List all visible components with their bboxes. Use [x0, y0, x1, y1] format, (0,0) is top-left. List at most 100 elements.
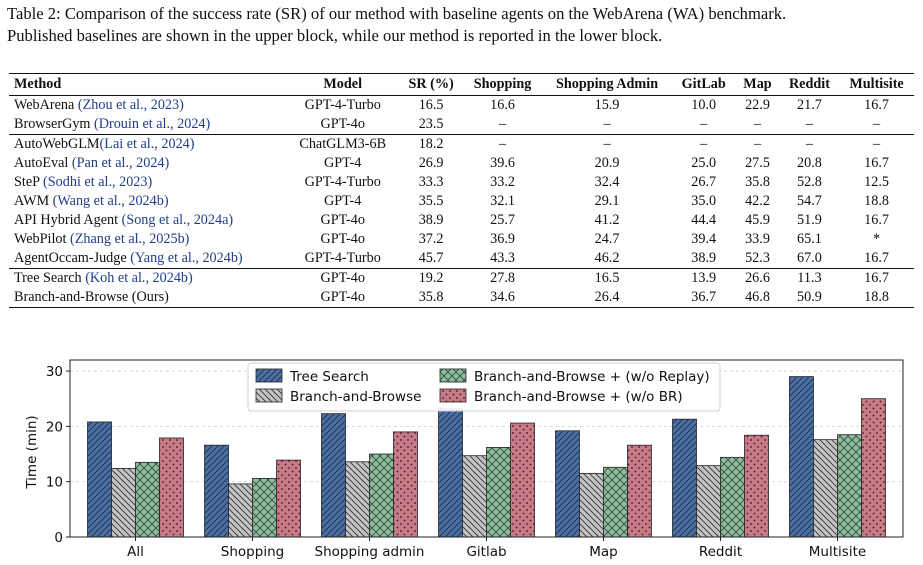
citation-link[interactable]: (Sodhi et al., 2023): [43, 174, 153, 190]
value-cell: 36.9: [490, 231, 515, 247]
citation-link[interactable]: (Zhou et al., 2023): [77, 97, 184, 113]
value-cell: 16.7: [864, 97, 889, 113]
method-name: BrowserGym: [14, 116, 94, 132]
table-row: WebArena (Zhou et al., 2023) GPT-4-Turbo 1…: [9, 96, 914, 116]
value-cell: 23.5: [418, 116, 444, 132]
bar-hatch: [720, 457, 745, 537]
value-cell: 18.2: [398, 134, 464, 154]
value-cell: 45.7: [418, 250, 444, 266]
value-cell: 32.4: [594, 174, 620, 190]
model-cell: GPT-4-Turbo: [304, 97, 381, 113]
legend-label: Branch-and-Browse + (w/o Replay): [474, 369, 710, 385]
value-cell: 26.4: [541, 288, 673, 308]
value-cell: 33.9: [745, 231, 770, 247]
value-cell: 65.1: [797, 231, 822, 247]
x-tick-label: Gitlab: [466, 544, 506, 560]
value-cell: 33.2: [490, 174, 515, 190]
citation-link[interactable]: (Lai et al., 2024): [99, 136, 195, 152]
bar-hatch: [204, 445, 229, 537]
value-cell: 20.9: [594, 155, 620, 171]
value-cell: –: [735, 134, 780, 154]
value-cell: 35.8: [398, 288, 464, 308]
table-row: Branch-and-Browse (Ours) GPT-4o 35.8 34.6 26…: [9, 288, 914, 308]
value-cell: 32.1: [490, 193, 515, 209]
bar-hatch: [486, 447, 511, 537]
bar-hatch: [696, 465, 721, 537]
x-tick-label: All: [127, 544, 144, 560]
y-axis-label: Time (min): [24, 415, 40, 489]
value-cell: 18.8: [839, 288, 914, 308]
citation-link[interactable]: (Koh et al., 2024b): [85, 270, 193, 286]
method-cell: BrowserGym (Drouin et al., 2024): [9, 115, 287, 135]
value-cell: 26.9: [418, 155, 444, 171]
header-gitlab: GitLab: [672, 73, 736, 96]
bar-hatch: [837, 434, 862, 537]
legend-swatch-hatch: [256, 369, 282, 382]
model-cell: GPT-4o: [320, 212, 365, 228]
legend-box: [247, 362, 721, 412]
citation-link[interactable]: (Zhang et al., 2025b): [70, 231, 190, 247]
value-cell: –: [753, 116, 762, 132]
header-model: Model: [286, 73, 399, 96]
method-cell: AutoEval (Pan et al., 2024): [9, 154, 287, 173]
y-tick-label: 0: [54, 530, 63, 546]
time-bar-chart: 0 10 20 30 All Shopping Shopping admin Gitlab Ma…: [24, 359, 904, 560]
value-cell: 20.8: [797, 155, 822, 171]
table-header-row: Method Model SR (%) Shopping Shopping Ad…: [9, 73, 914, 96]
value-cell: 35.8: [745, 174, 770, 190]
citation-link[interactable]: (Yang et al., 2024b): [130, 250, 243, 266]
value-cell: 34.6: [463, 288, 542, 308]
method-name: Branch-and-Browse (Ours): [14, 289, 169, 305]
bar-hatch: [861, 398, 886, 537]
value-cell: 38.9: [691, 250, 717, 266]
table-row: AWM (Wang et al., 2024b) GPT-4 35.5 32.1 29.…: [9, 192, 914, 211]
model-cell: GPT-4o: [320, 231, 365, 247]
bar-hatch: [276, 460, 301, 537]
value-cell: 52.3: [745, 250, 770, 266]
caption-line-1: Table 2: Comparison of the success rate …: [7, 4, 787, 23]
bar-hatch: [87, 421, 112, 537]
value-cell: 29.1: [594, 193, 620, 209]
bar-hatch: [579, 473, 604, 537]
bar-hatch: [228, 483, 253, 537]
value-cell: 25.0: [691, 155, 717, 171]
bar-hatch: [813, 439, 838, 537]
results-table: Method Model SR (%) Shopping Shopping Ad…: [9, 73, 914, 308]
legend-label: Branch-and-Browse + (w/o BR): [474, 389, 683, 405]
value-cell: 16.7: [864, 250, 889, 266]
model-cell: GPT-4: [324, 155, 362, 171]
x-tick-label: Multisite: [809, 544, 866, 560]
value-cell: 22.9: [745, 97, 770, 113]
legend-label: Branch-and-Browse: [290, 389, 421, 405]
value-cell: 16.6: [490, 97, 515, 113]
value-cell: 21.7: [797, 97, 822, 113]
citation-link[interactable]: (Drouin et al., 2024): [94, 116, 211, 132]
method-cell: AutoWebGLM(Lai et al., 2024): [9, 134, 287, 154]
value-cell: 67.0: [797, 250, 822, 266]
method-cell: AgentOccam-Judge (Yang et al., 2024b): [9, 249, 287, 269]
header-map: Map: [735, 73, 780, 96]
value-cell: 33.3: [418, 174, 444, 190]
value-cell: 16.7: [864, 155, 889, 171]
legend-swatch-hatch: [440, 369, 466, 382]
citation-link[interactable]: (Pan et al., 2024): [71, 155, 170, 171]
value-cell: 36.7: [672, 288, 736, 308]
table-row: SteP (Sodhi et al., 2023) GPT-4-Turbo 33.3…: [9, 173, 914, 192]
bar-hatch: [603, 467, 628, 537]
value-cell: 35.5: [418, 193, 444, 209]
model-cell: GPT-4o: [320, 116, 365, 132]
value-cell: 16.7: [864, 212, 889, 228]
citation-link[interactable]: (Song et al., 2024a): [121, 212, 234, 228]
value-cell: 51.9: [797, 212, 822, 228]
value-cell: 54.7: [797, 193, 822, 209]
model-cell: GPT-4o: [286, 288, 399, 308]
value-cell: 52.8: [797, 174, 822, 190]
citation-link[interactable]: (Wang et al., 2024b): [52, 193, 169, 209]
chart-bars: [87, 376, 886, 538]
method-name: WebPilot: [14, 231, 71, 247]
value-cell: 26.6: [735, 268, 780, 288]
legend-label: Tree Search: [289, 369, 369, 385]
legend-swatch-hatch: [440, 389, 466, 402]
method-cell: WebArena (Zhou et al., 2023): [9, 96, 287, 116]
header-sr: SR (%): [398, 73, 464, 96]
